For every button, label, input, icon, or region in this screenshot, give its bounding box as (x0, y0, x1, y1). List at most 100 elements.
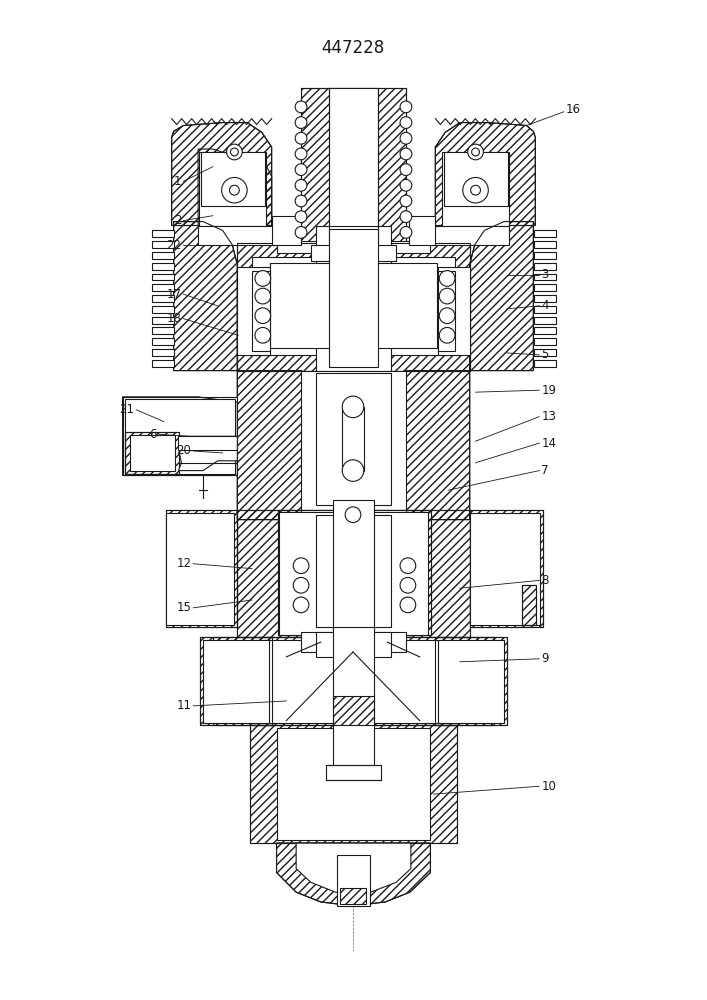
Circle shape (471, 185, 481, 195)
Bar (436, 637, 507, 725)
Bar (375, 510, 431, 635)
Bar (444, 152, 508, 206)
Bar (279, 544, 316, 623)
Bar (152, 338, 174, 345)
Circle shape (400, 195, 412, 207)
Bar (534, 295, 556, 302)
Text: 6: 6 (149, 428, 157, 441)
Bar (200, 637, 271, 725)
Bar (469, 513, 540, 625)
Bar (152, 274, 174, 280)
Text: 13: 13 (542, 410, 556, 423)
Bar (414, 226, 509, 245)
Bar (534, 252, 556, 259)
Bar (124, 432, 178, 474)
Bar (438, 267, 469, 355)
Bar (278, 510, 334, 635)
Circle shape (472, 148, 479, 156)
Circle shape (342, 460, 364, 481)
Polygon shape (296, 843, 411, 895)
Bar (316, 373, 391, 505)
Text: 10: 10 (542, 780, 556, 793)
Text: 22: 22 (166, 239, 182, 252)
Bar (152, 241, 174, 248)
Bar (469, 510, 543, 627)
Bar (534, 306, 556, 313)
Bar (271, 216, 301, 245)
Bar (252, 257, 455, 355)
Text: 12: 12 (176, 557, 192, 570)
Bar (342, 407, 364, 471)
Circle shape (293, 597, 309, 613)
Bar (238, 267, 269, 355)
Bar (152, 306, 174, 313)
Bar (152, 263, 174, 270)
Circle shape (439, 327, 455, 343)
Text: 16: 16 (566, 103, 580, 116)
Bar (250, 725, 457, 843)
Bar (329, 88, 378, 250)
Bar (279, 512, 428, 635)
Bar (534, 349, 556, 356)
Bar (534, 274, 556, 280)
Bar (375, 510, 431, 635)
Bar (152, 349, 174, 356)
Bar (438, 271, 455, 351)
Bar (301, 632, 406, 652)
Bar (311, 245, 396, 261)
Text: 11: 11 (176, 699, 192, 712)
Bar (534, 317, 556, 324)
Text: 19: 19 (542, 384, 556, 397)
Circle shape (400, 132, 412, 144)
Bar (238, 510, 469, 637)
Bar (522, 585, 537, 625)
Bar (325, 765, 382, 780)
Text: 4: 4 (542, 299, 549, 312)
Bar (250, 725, 457, 843)
Bar (203, 640, 269, 723)
Bar (534, 230, 556, 237)
Bar (438, 640, 504, 723)
Bar (301, 371, 406, 510)
Bar (124, 399, 235, 474)
Text: 14: 14 (542, 437, 556, 450)
Circle shape (255, 271, 271, 286)
Circle shape (468, 144, 484, 160)
Circle shape (400, 577, 416, 593)
Bar (534, 360, 556, 367)
Circle shape (400, 117, 412, 128)
Circle shape (400, 148, 412, 160)
Bar (200, 637, 271, 725)
Bar (152, 360, 174, 367)
Circle shape (400, 558, 416, 574)
Bar (213, 637, 494, 725)
Bar (278, 510, 334, 635)
Circle shape (255, 288, 271, 304)
Bar (165, 513, 235, 625)
Text: 447228: 447228 (322, 39, 385, 57)
Circle shape (295, 226, 307, 238)
Bar (152, 252, 174, 259)
Circle shape (439, 288, 455, 304)
Bar (152, 230, 174, 237)
Bar (122, 397, 238, 475)
Bar (301, 88, 406, 245)
Text: 18: 18 (167, 312, 182, 325)
Circle shape (463, 177, 489, 203)
Bar (329, 229, 378, 367)
Circle shape (295, 117, 307, 128)
Circle shape (400, 179, 412, 191)
Circle shape (255, 308, 271, 324)
Bar (152, 284, 174, 291)
Circle shape (295, 179, 307, 191)
Bar (334, 627, 373, 774)
Bar (252, 271, 269, 351)
Bar (301, 510, 406, 632)
Bar (165, 510, 238, 627)
Text: 8: 8 (542, 574, 549, 587)
Bar (198, 226, 301, 245)
Bar (238, 510, 469, 637)
Bar (469, 510, 543, 627)
Bar (534, 284, 556, 291)
Bar (316, 632, 391, 657)
